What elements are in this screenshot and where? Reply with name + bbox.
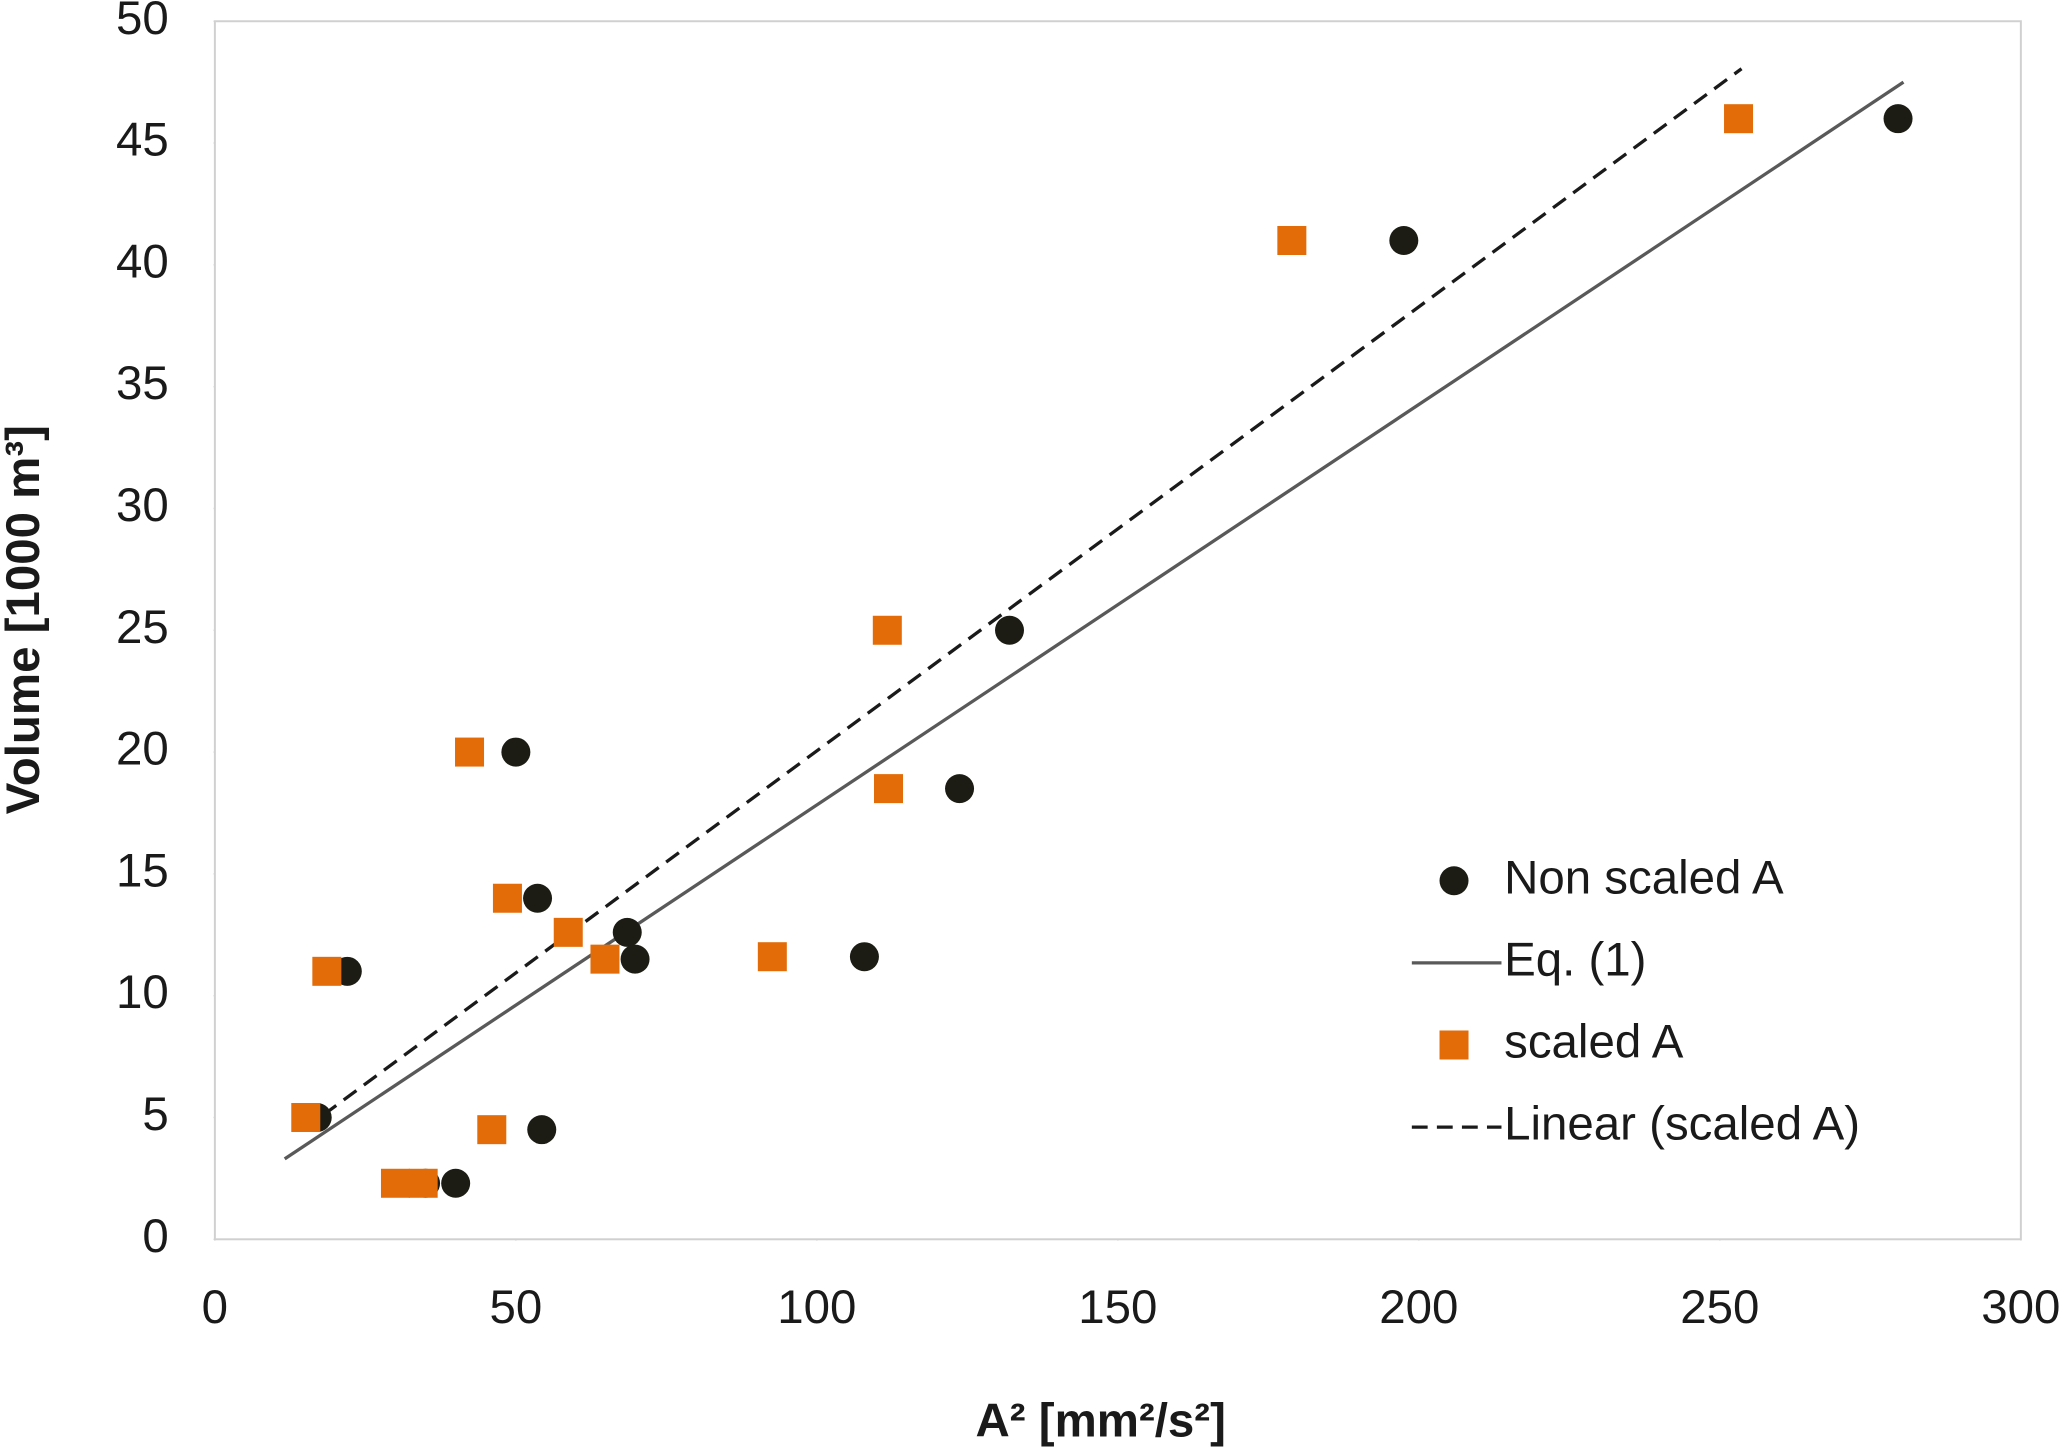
legend-label: scaled A (1504, 1016, 1684, 1069)
y-tick-label: 5 (142, 1088, 168, 1141)
data-point (492, 883, 522, 913)
x-tick-label: 150 (1078, 1281, 1157, 1334)
plot-frame (213, 20, 2022, 1241)
data-point (455, 737, 485, 767)
data-point (501, 737, 531, 767)
data-point (849, 942, 879, 972)
data-point (291, 1102, 321, 1132)
trend-line (283, 80, 1905, 1161)
data-point (312, 956, 342, 986)
data-point (945, 774, 975, 804)
data-point (1883, 104, 1913, 134)
data-point (441, 1168, 471, 1198)
y-tick-label: 20 (116, 723, 169, 776)
data-point (408, 1168, 438, 1198)
y-tick-label: 45 (116, 114, 169, 167)
data-point (612, 917, 642, 947)
data-point (1724, 104, 1754, 134)
y-tick-label: 30 (116, 479, 169, 532)
data-point (872, 615, 902, 645)
legend-symbol (1439, 1030, 1469, 1060)
legend-label: Linear (scaled A) (1504, 1098, 1860, 1151)
data-point (1389, 225, 1419, 255)
x-tick-label: 250 (1680, 1281, 1759, 1334)
y-tick-label: 10 (116, 966, 169, 1019)
x-axis-title: A² [mm²/s²] (976, 1394, 1226, 1447)
data-point (477, 1115, 507, 1145)
x-tick-label: 100 (777, 1281, 856, 1334)
data-point (874, 774, 904, 804)
y-tick-label: 50 (116, 0, 169, 45)
data-point (1277, 225, 1307, 255)
x-tick-label: 300 (1981, 1281, 2060, 1334)
data-point (590, 944, 620, 974)
data-point (757, 942, 787, 972)
y-tick-label: 0 (142, 1210, 168, 1263)
data-point (523, 883, 553, 913)
y-tick-label: 40 (116, 235, 169, 288)
data-point (553, 917, 583, 947)
trend-line (302, 67, 1743, 1131)
y-tick-label: 35 (116, 357, 169, 410)
y-tick-label: 15 (116, 844, 169, 897)
x-tick-label: 0 (202, 1281, 228, 1334)
data-point (995, 615, 1025, 645)
x-tick-label: 200 (1379, 1281, 1458, 1334)
x-tick-label: 50 (489, 1281, 542, 1334)
y-axis-title: Volume [1000 m³] (0, 425, 50, 814)
legend-label: Non scaled A (1504, 851, 1784, 904)
legend-symbol (1439, 866, 1469, 896)
data-point (527, 1115, 557, 1145)
y-tick-label: 25 (116, 601, 169, 654)
data-point (380, 1168, 410, 1198)
legend-label: Eq. (1) (1504, 933, 1646, 986)
data-point (620, 944, 650, 974)
